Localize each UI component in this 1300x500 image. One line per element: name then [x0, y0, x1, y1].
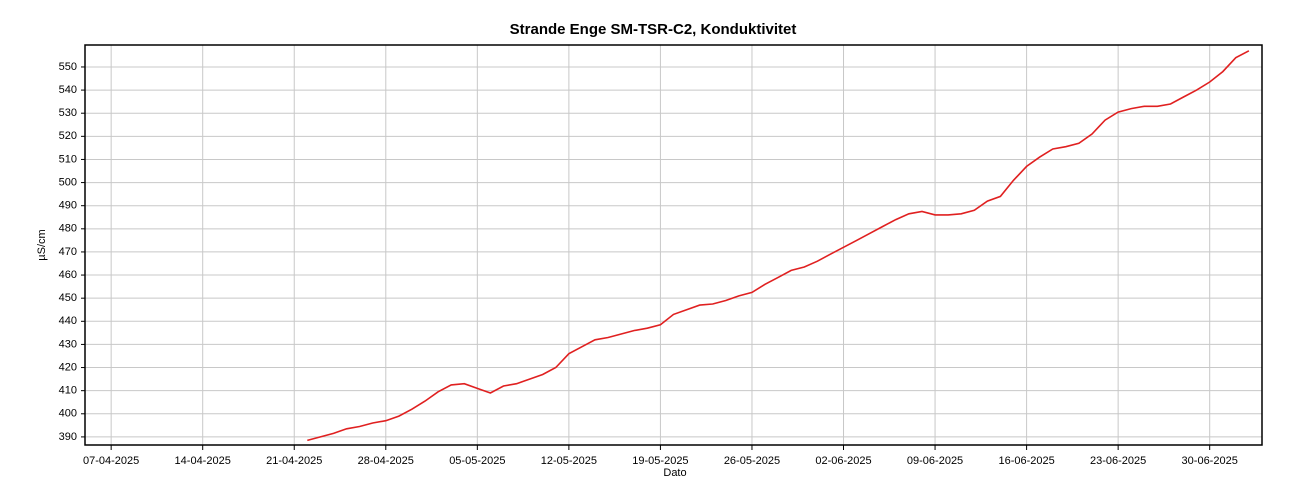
- y-axis-label: µS/cm: [36, 229, 48, 260]
- y-tick-label: 540: [59, 84, 77, 96]
- y-tick-label: 390: [59, 431, 77, 443]
- y-tick-label: 490: [59, 200, 77, 212]
- y-tick-label: 470: [59, 246, 77, 258]
- x-tick-label: 09-06-2025: [907, 455, 963, 467]
- x-tick-label: 28-04-2025: [358, 455, 414, 467]
- y-tick-label: 510: [59, 153, 77, 165]
- plot-frame: [84, 44, 1263, 446]
- y-tick-label: 450: [59, 292, 77, 304]
- y-tick-label: 420: [59, 361, 77, 373]
- line-series: [307, 50, 1250, 442]
- x-tick-label: 30-06-2025: [1182, 455, 1238, 467]
- y-tick-label: 550: [59, 61, 77, 73]
- x-tick-label: 07-04-2025: [83, 455, 139, 467]
- x-tick-label: 02-06-2025: [815, 455, 871, 467]
- y-tick-label: 460: [59, 269, 77, 281]
- plot-area: [85, 45, 1262, 445]
- y-tick-label: 430: [59, 338, 77, 350]
- x-tick-label: 12-05-2025: [541, 455, 597, 467]
- x-tick-label: 05-05-2025: [449, 455, 505, 467]
- y-tick-label: 520: [59, 130, 77, 142]
- y-tick-label: 410: [59, 385, 77, 397]
- y-tick-label: 440: [59, 315, 77, 327]
- x-tick-label: 26-05-2025: [724, 455, 780, 467]
- x-tick-label: 16-06-2025: [998, 455, 1054, 467]
- x-axis-label: Dato: [663, 467, 686, 479]
- y-tick-label: 530: [59, 107, 77, 119]
- y-tick-label: 500: [59, 176, 77, 188]
- y-tick-label: 400: [59, 408, 77, 420]
- x-tick-label: 23-06-2025: [1090, 455, 1146, 467]
- x-tick-label: 21-04-2025: [266, 455, 322, 467]
- x-tick-label: 14-04-2025: [175, 455, 231, 467]
- x-tick-label: 19-05-2025: [632, 455, 688, 467]
- y-tick-label: 480: [59, 223, 77, 235]
- chart-title: Strande Enge SM-TSR-C2, Konduktivitet: [510, 21, 797, 38]
